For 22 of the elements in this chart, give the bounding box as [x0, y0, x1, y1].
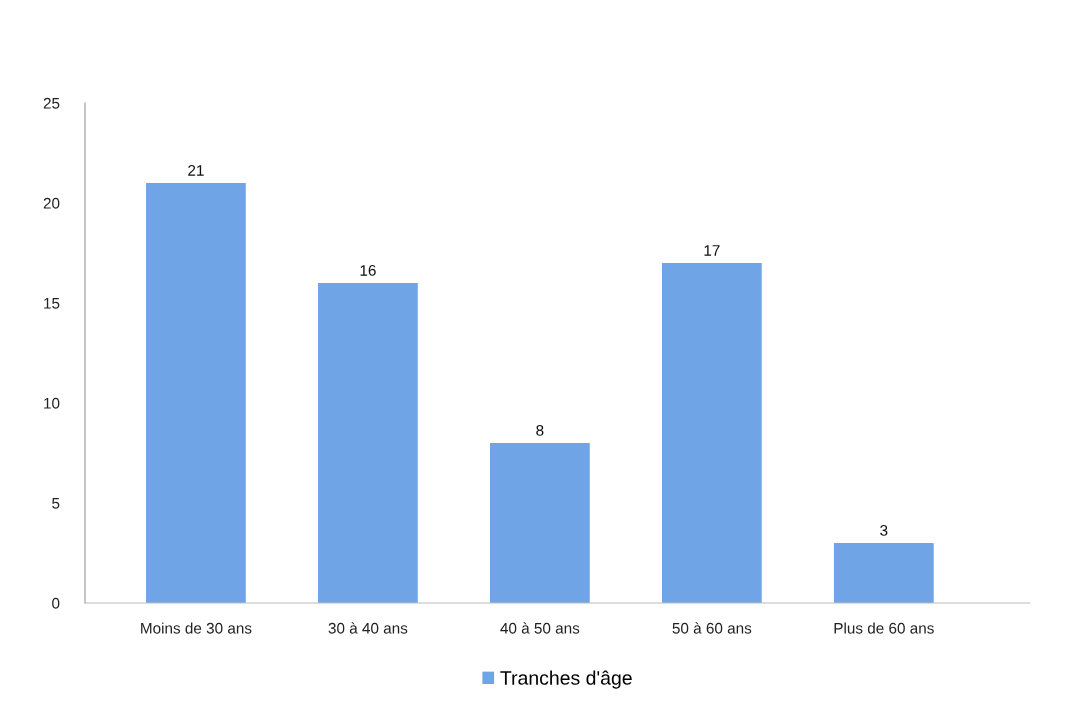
bar [833, 543, 934, 603]
y-tick-label: 0 [52, 597, 60, 609]
x-tick-label: 40 à 50 ans [500, 622, 580, 634]
x-tick-label: Plus de 60 ans [834, 622, 934, 634]
bar [318, 283, 418, 603]
bar [661, 263, 762, 603]
bar [146, 183, 246, 603]
data-label: 8 [536, 424, 544, 436]
data-label: 21 [188, 165, 204, 176]
y-tick-label: 25 [43, 97, 60, 109]
y-tick-label: 10 [44, 397, 60, 409]
legend-label: Tranches d'âge [500, 670, 632, 689]
x-tick-label: 50 à 60 ans [672, 622, 752, 634]
y-tick-label: 20 [43, 197, 60, 209]
x-tick-label: 30 à 40 ans [328, 622, 408, 634]
y-tick-label: 15 [44, 298, 60, 309]
y-tick-label: 5 [52, 498, 60, 509]
data-label: 16 [360, 264, 376, 276]
bar [490, 443, 590, 603]
data-label: 17 [704, 245, 720, 256]
data-label: 3 [880, 524, 888, 536]
x-tick-label: Moins de 30 ans [141, 622, 252, 634]
